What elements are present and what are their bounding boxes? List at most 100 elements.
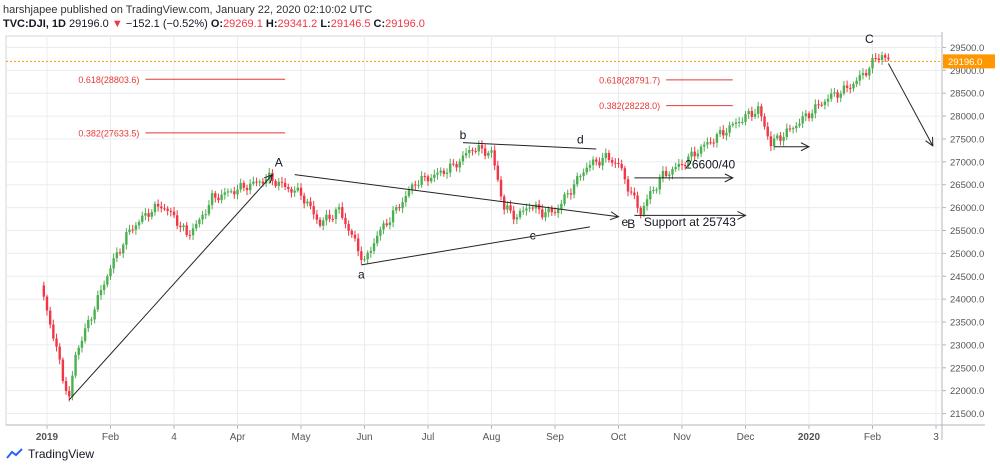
candle-body	[699, 146, 703, 154]
candle-body	[233, 191, 236, 195]
candle-body	[525, 208, 528, 211]
y-tick-label: 22500.0	[950, 363, 984, 374]
candle-body	[280, 181, 284, 183]
candle-body	[823, 101, 827, 105]
candle-body	[877, 58, 881, 60]
tradingview-brand[interactable]: TradingView	[6, 447, 94, 461]
candle-body	[217, 197, 220, 201]
wave-label: B	[627, 217, 635, 231]
candle-body	[769, 136, 773, 147]
candle-body	[223, 192, 226, 195]
candle-body	[464, 153, 468, 156]
candle-body	[210, 193, 214, 205]
candle-body	[350, 230, 353, 235]
candle-body	[696, 153, 700, 157]
y-tick-label: 27500.0	[950, 134, 984, 145]
candle-body	[334, 209, 338, 219]
wave-label: e	[622, 215, 629, 229]
candle-body	[661, 171, 665, 179]
candle-body	[249, 183, 252, 191]
candle-body	[591, 159, 595, 166]
candle-body	[166, 208, 169, 211]
candle-body	[601, 157, 604, 166]
x-tick-label: Oct	[611, 432, 627, 443]
candle-body	[198, 219, 201, 224]
candle-body	[474, 150, 477, 152]
candle-body	[356, 238, 360, 252]
candle-body	[426, 176, 430, 182]
candle-body	[512, 210, 515, 220]
candle-body	[747, 111, 750, 115]
fib-level-label: 0.618(28803.6)	[78, 75, 139, 85]
candle-body	[360, 251, 363, 260]
candle-body	[385, 223, 388, 226]
candle-body	[128, 229, 131, 233]
candle-body	[487, 152, 490, 156]
candle-body	[658, 178, 661, 190]
candle-body	[258, 181, 261, 183]
candle-body	[690, 151, 693, 157]
candle-body	[864, 73, 868, 76]
wave-label: c	[530, 229, 536, 243]
x-tick-label: May	[292, 432, 311, 443]
candle-body	[242, 182, 246, 188]
open-value: 29269.1	[223, 18, 263, 30]
candle-body	[423, 176, 427, 178]
candle-body	[369, 250, 373, 253]
x-tick-label: Dec	[737, 432, 755, 443]
candle-body	[141, 215, 144, 222]
candle-body	[858, 75, 861, 81]
last-price-value: 29196.0	[69, 18, 109, 30]
trend-arrow	[68, 175, 272, 401]
y-tick-label: 23500.0	[950, 318, 984, 329]
candle-body	[518, 210, 522, 218]
candle-body	[585, 167, 588, 173]
candle-body	[220, 194, 223, 201]
candle-body	[483, 148, 487, 156]
candle-body	[810, 113, 814, 119]
candle-body	[709, 142, 712, 144]
candle-body	[636, 195, 639, 208]
candle-body	[306, 201, 309, 204]
candle-body	[801, 116, 804, 124]
candle-body	[509, 205, 512, 211]
candle-body	[77, 347, 80, 355]
x-tick-label: Sep	[546, 432, 564, 443]
candle-body	[271, 172, 274, 181]
candle-body	[725, 132, 728, 136]
candle-body	[236, 189, 239, 195]
candle-body	[160, 206, 163, 209]
candle-body	[788, 128, 792, 130]
wave-label: d	[577, 133, 584, 147]
candle-body	[118, 252, 122, 254]
candle-body	[839, 93, 842, 98]
symbol-name[interactable]: TVC:DJI, 1D	[3, 18, 66, 30]
annotation-text: Support at 25743	[644, 215, 736, 229]
candle-body	[179, 225, 182, 228]
candle-body	[503, 196, 506, 210]
tradingview-logo-icon	[6, 448, 23, 459]
candle-body	[341, 207, 344, 218]
candle-body	[68, 391, 71, 397]
candle-body	[55, 338, 58, 347]
open-label: O:	[210, 18, 224, 30]
candle-body	[226, 191, 230, 193]
candle-body	[607, 152, 611, 161]
candle-body	[109, 268, 112, 277]
candle-body	[836, 92, 839, 98]
candle-body	[372, 243, 376, 251]
y-tick-label: 28000.0	[950, 112, 984, 123]
candle-body	[382, 223, 385, 230]
candle-body	[655, 189, 658, 191]
candle-body	[779, 135, 782, 141]
y-tick-label: 22000.0	[950, 386, 984, 397]
candle-body	[871, 57, 874, 69]
candle-body	[791, 128, 795, 130]
candle-body	[309, 201, 312, 207]
wave-label: b	[460, 128, 467, 142]
candle-body	[553, 212, 557, 214]
candle-body	[614, 162, 617, 164]
candle-body	[388, 222, 392, 226]
brand-name: TradingView	[28, 447, 95, 461]
